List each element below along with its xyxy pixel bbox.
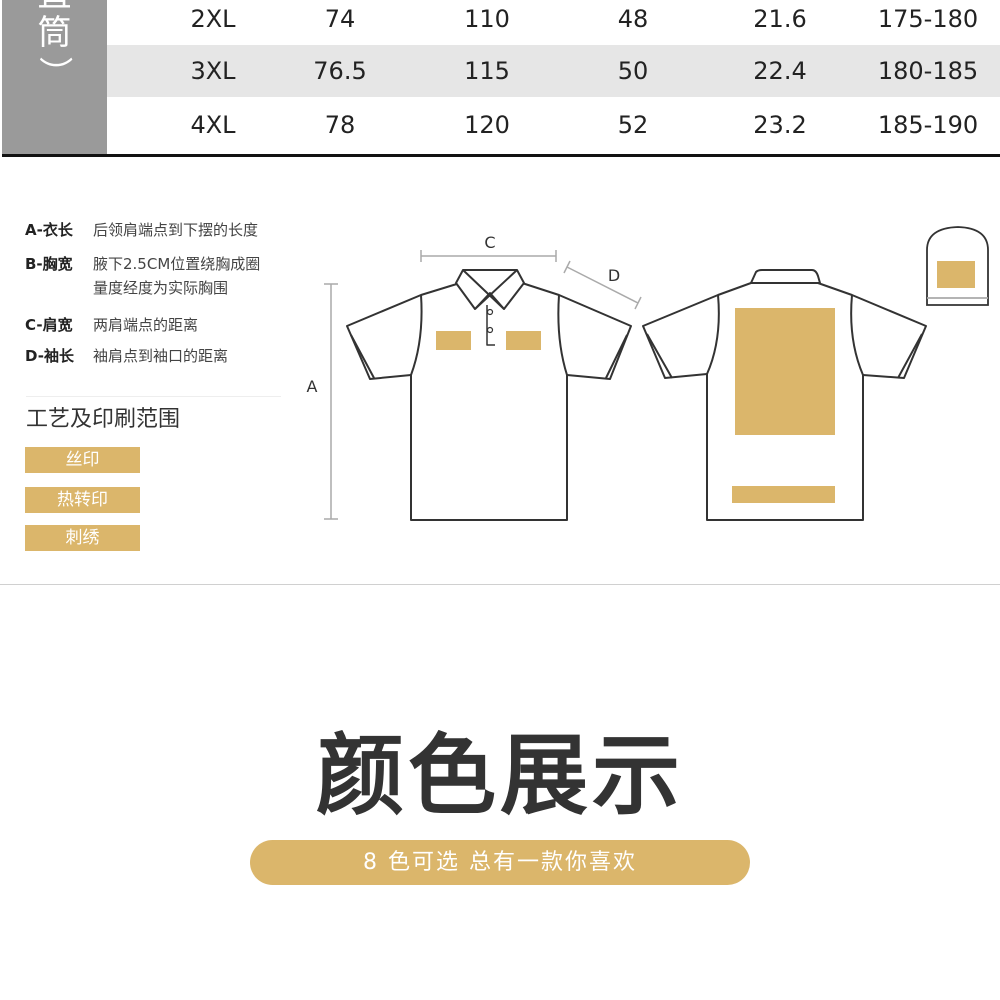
craft-embroidery-button[interactable]: 刺绣 — [25, 525, 140, 551]
legend-key: B-胸宽 — [25, 255, 73, 273]
fit-char: 直 — [2, 0, 107, 14]
fit-type-label: 直 筒 ） — [2, 0, 107, 155]
table-cell: 74 — [324, 5, 356, 33]
table-row: 2XL 74 110 48 21.6 175-180 — [107, 0, 1000, 45]
front-shirt-icon — [346, 269, 632, 521]
label-c: C — [484, 233, 495, 252]
divider — [26, 396, 281, 397]
dimension-c — [420, 250, 557, 262]
table-cell: 185-190 — [877, 111, 979, 139]
table-cell: 52 — [617, 111, 649, 139]
color-section-title: 颜色展示 — [315, 724, 684, 827]
legend-desc: 袖肩点到袖口的距离 — [93, 347, 229, 365]
color-section-subtitle: 8 色可选 总有一款你喜欢 — [250, 840, 750, 885]
table-cell: 78 — [324, 111, 356, 139]
legend-item: B-胸宽 腋下2.5CM位置绕胸成圈 量度经度为实际胸围 — [25, 253, 260, 302]
table-row: 4XL 78 120 52 23.2 185-190 — [107, 97, 1000, 154]
legend-desc: 量度经度为实际胸围 — [93, 279, 229, 297]
legend-desc: 腋下2.5CM位置绕胸成圈 — [93, 255, 261, 273]
back-print-area — [735, 308, 835, 435]
table-bottom-rule — [2, 154, 1000, 157]
table-cell: 2XL — [190, 5, 236, 33]
table-cell: 110 — [464, 5, 510, 33]
fit-char: 筒 — [37, 13, 72, 53]
table-cell: 23.2 — [753, 111, 807, 139]
legend-item: A-衣长 后领肩端点到下摆的长度 — [25, 219, 258, 240]
table-cell: 22.4 — [753, 57, 807, 85]
table-cell: 3XL — [190, 57, 236, 85]
legend-key: C-肩宽 — [25, 316, 73, 334]
legend-item: D-袖长 袖肩点到袖口的距离 — [25, 345, 228, 366]
table-cell: 4XL — [190, 111, 236, 139]
table-cell: 48 — [617, 5, 649, 33]
legend-desc: 两肩端点的距离 — [93, 316, 199, 334]
label-d: D — [608, 266, 620, 285]
table-cell: 115 — [464, 57, 510, 85]
craft-silkscreen-button[interactable]: 丝印 — [25, 447, 140, 473]
table-cell: 21.6 — [753, 5, 807, 33]
dimension-a — [324, 283, 338, 520]
shirt-diagram: C D B A — [307, 226, 989, 521]
table-cell: 50 — [617, 57, 649, 85]
table-cell: 180-185 — [877, 57, 979, 85]
sleeve-print-area — [937, 261, 975, 288]
legend-desc: 后领肩端点到下摆的长度 — [93, 221, 259, 239]
front-left-print-area — [436, 331, 471, 350]
legend-key: A-衣长 — [25, 221, 73, 239]
legend-item: C-肩宽 两肩端点的距离 — [25, 314, 198, 335]
front-right-print-area — [506, 331, 541, 350]
dimension-d — [563, 260, 642, 310]
table-cell: 120 — [464, 111, 510, 139]
section-divider — [0, 584, 1000, 585]
table-cell: 175-180 — [877, 5, 979, 33]
legend-key: D-袖长 — [25, 347, 74, 365]
craft-heat-transfer-button[interactable]: 热转印 — [25, 487, 140, 513]
label-a: A — [307, 377, 318, 396]
hem-print-area — [732, 486, 835, 503]
craft-title: 工艺及印刷范围 — [26, 407, 181, 432]
table-row: 3XL 76.5 115 50 22.4 180-185 — [107, 45, 1000, 97]
table-cell: 76.5 — [313, 57, 367, 85]
